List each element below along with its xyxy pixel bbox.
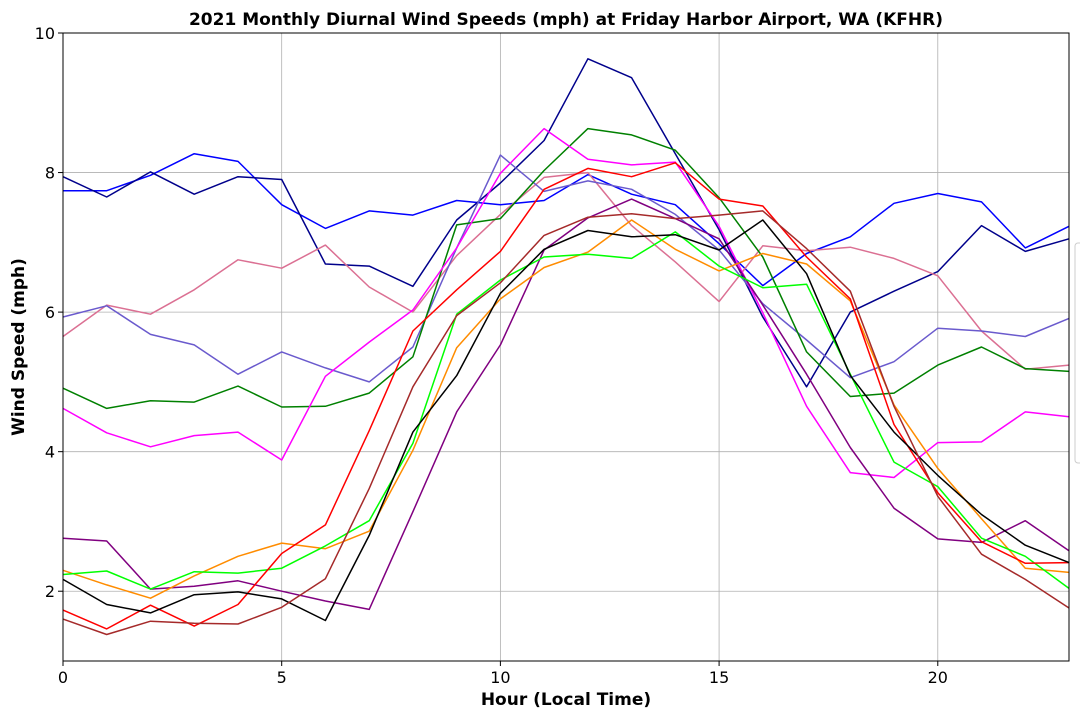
series-line-6	[62, 127, 1070, 479]
x-tick-label: 10	[490, 668, 510, 687]
series-line-12	[62, 210, 1070, 636]
grid	[62, 33, 1069, 661]
y-tick-label: 2	[45, 582, 55, 601]
y-axis-label: Wind Speed (mph)	[9, 258, 29, 436]
x-tick-label: 5	[277, 668, 287, 687]
x-axis: 0 5 10 15 20	[58, 661, 948, 687]
x-tick-label: 15	[709, 668, 729, 687]
y-tick-label: 10	[35, 24, 55, 43]
series-line-1	[63, 152, 1070, 287]
series-line-3	[62, 171, 1070, 371]
y-tick-label: 8	[45, 164, 55, 183]
series-line-10	[62, 162, 1070, 630]
legend-box	[1074, 242, 1080, 464]
series-line-8	[62, 219, 1070, 599]
x-axis-label: Hour (Local Time)	[481, 690, 651, 710]
y-tick-label: 6	[45, 303, 55, 322]
y-axis: 2 4 6 8 10	[35, 24, 63, 601]
x-tick-label: 0	[58, 668, 68, 687]
y-tick-label: 4	[45, 443, 55, 462]
series-line-5	[62, 127, 1070, 410]
series-line-11	[62, 219, 1070, 622]
series-lines	[62, 58, 1070, 636]
chart-title: 2021 Monthly Diurnal Wind Speeds (mph) a…	[189, 10, 943, 30]
series-line-4	[62, 154, 1070, 383]
series-line-2	[62, 58, 1070, 388]
x-tick-label: 20	[928, 668, 948, 687]
series-line-9	[62, 231, 1070, 590]
series-line-7	[62, 198, 1070, 611]
plot-frame	[62, 32, 1070, 662]
